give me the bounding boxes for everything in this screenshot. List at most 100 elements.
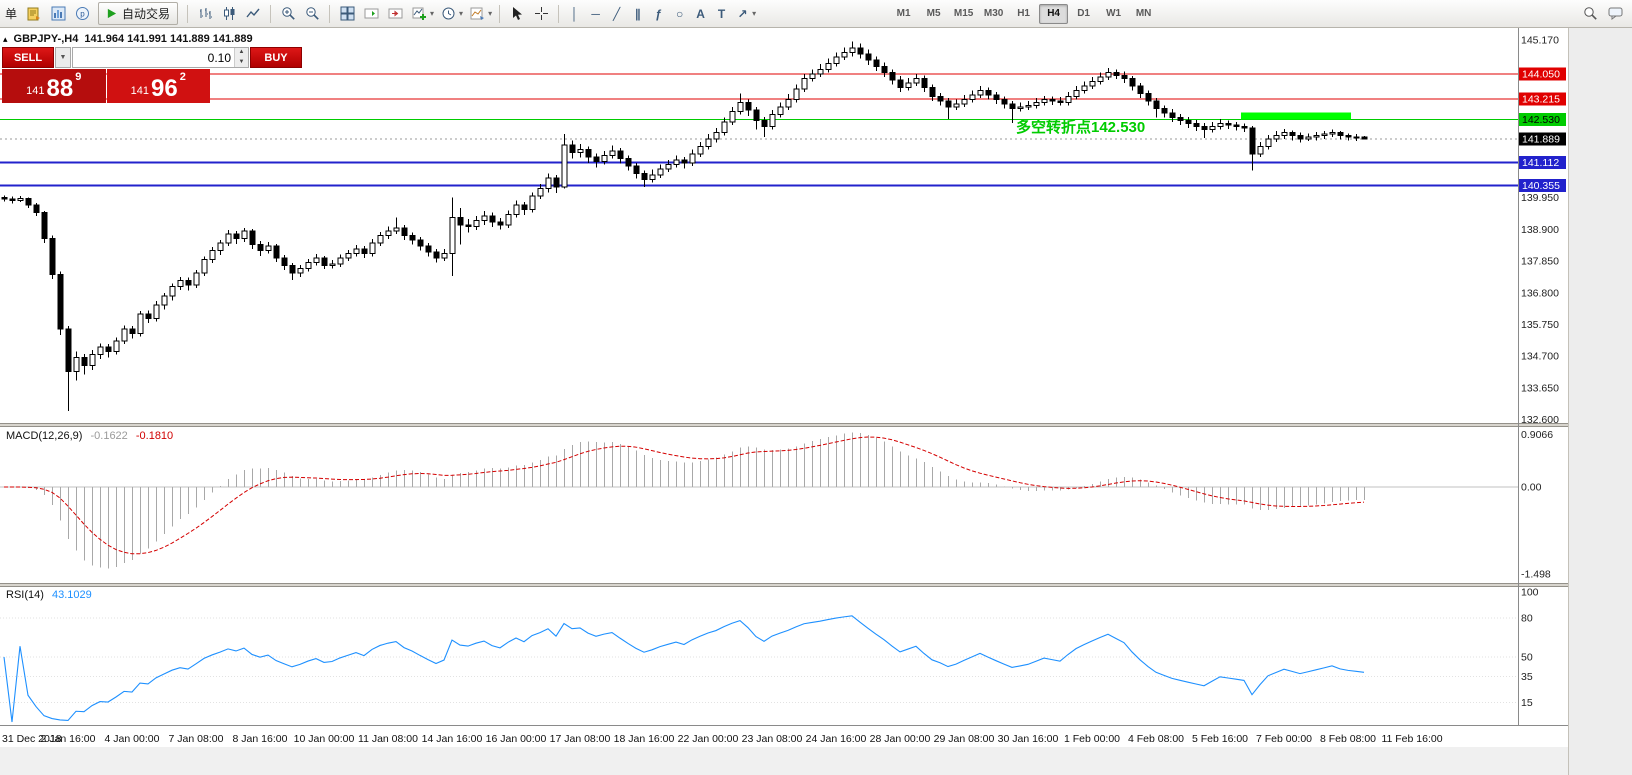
new-order-icon[interactable] (23, 3, 45, 25)
arrows-dropdown-caret[interactable]: ▾ (752, 9, 757, 18)
bar-chart-icon[interactable] (194, 3, 216, 25)
search-icon[interactable] (1579, 3, 1601, 25)
chat-icon[interactable] (1605, 3, 1627, 25)
rsi-axis-label: 50 (1521, 652, 1533, 664)
periods-icon[interactable] (437, 3, 459, 25)
templates-icon[interactable] (466, 3, 488, 25)
toolbar-separator (329, 4, 331, 23)
time-axis-label: 11 Feb 16:00 (1381, 733, 1442, 745)
periods-dropdown-caret[interactable]: ▾ (459, 9, 464, 18)
line-chart-icon[interactable] (242, 3, 264, 25)
candle (681, 159, 688, 164)
templates-dropdown-caret[interactable]: ▾ (488, 9, 493, 18)
vertical-line-tool-icon[interactable]: │ (570, 6, 579, 21)
autotrade-button[interactable]: 自动交易 (98, 2, 179, 25)
panel-separator[interactable] (0, 423, 1568, 427)
sell-price[interactable]: 141 88 9 (2, 69, 106, 103)
price-badge (1519, 156, 1566, 170)
play-icon (107, 8, 117, 19)
price-badge-label: 142.530 (1522, 114, 1560, 126)
candle (137, 313, 144, 335)
indicators-icon[interactable] (408, 3, 430, 25)
shapes-tool-icon[interactable]: ○ (675, 6, 684, 21)
candle (385, 230, 392, 236)
candle (425, 245, 432, 253)
macd-axis-label: -1.498 (1521, 568, 1551, 580)
timeframe-button-H1[interactable]: H1 (1017, 8, 1030, 19)
rsi-axis-label: 35 (1521, 671, 1533, 683)
zoom-out-icon[interactable] (301, 3, 323, 25)
buy-button[interactable]: BUY (250, 47, 302, 68)
time-axis-label: 11 Jan 08:00 (358, 733, 418, 745)
charts-icon[interactable] (47, 3, 69, 25)
horizontal-line-tool-icon[interactable]: ─ (591, 6, 600, 21)
timeframe-button-M15[interactable]: M15 (953, 8, 974, 19)
channel-tool-icon[interactable]: ∥ (634, 6, 641, 21)
sell-button[interactable]: SELL (2, 47, 54, 68)
buy-price-big: 96 (151, 75, 178, 102)
zoom-in-icon[interactable] (277, 3, 299, 25)
order-options-dropdown[interactable]: ▼ (55, 47, 71, 68)
indicators-dropdown-caret[interactable]: ▾ (430, 9, 435, 18)
candle (1001, 98, 1008, 105)
autotrade-label: 自动交易 (122, 7, 171, 21)
candle (65, 328, 72, 372)
candlestick-chart-icon[interactable] (218, 3, 240, 25)
clock-glyph (442, 7, 455, 20)
crosshair-icon[interactable] (530, 3, 552, 25)
candle (329, 263, 336, 267)
candle (337, 257, 344, 265)
candle (897, 79, 904, 88)
fibonacci-tool-icon[interactable]: ƒ (655, 6, 662, 21)
panel-separator[interactable] (0, 583, 1568, 587)
timeframe-button-D1[interactable]: D1 (1077, 8, 1090, 19)
candle (1025, 105, 1032, 108)
timeframe-button-W1[interactable]: W1 (1106, 8, 1122, 19)
candle (377, 234, 384, 244)
candle (1337, 132, 1344, 137)
lot-decrease-icon[interactable]: ▼ (235, 57, 248, 67)
search-glyph (1583, 7, 1597, 20)
candle (25, 198, 32, 206)
time-axis-label: 23 Jan 08:00 (742, 733, 803, 745)
lot-size-input[interactable] (73, 48, 234, 67)
text-tool-icon[interactable]: A (696, 6, 705, 21)
highlight-segment[interactable] (1241, 112, 1351, 120)
label-tool-icon[interactable]: T (717, 6, 726, 21)
chart-shift-icon[interactable] (384, 3, 406, 25)
timeframe-button-M1[interactable]: M1 (896, 8, 911, 19)
candle (1209, 126, 1216, 131)
price-badge (1519, 178, 1566, 192)
cursor-icon[interactable] (506, 3, 528, 25)
candle (1225, 123, 1232, 126)
price-badge (1519, 92, 1566, 106)
candle (433, 251, 440, 259)
chart-annotation-text[interactable]: 多空转折点142.530 (1016, 119, 1146, 136)
timeframe-button-H4[interactable]: H4 (1039, 3, 1069, 24)
trendline-tool-icon[interactable]: ╱ (612, 6, 621, 21)
chart-canvas[interactable]: 145.170 139.950 138.900 137.850 136.800 135.7… (0, 28, 1632, 775)
tile-windows-icon[interactable] (336, 3, 358, 25)
trade-panel-toggle-icon[interactable]: ▴ (3, 33, 8, 44)
timeframe-button-M30[interactable]: M30 (983, 8, 1004, 19)
time-axis-label: 4 Feb 08:00 (1128, 733, 1184, 745)
ohlc-values: 141.964 141.991 141.889 141.889 (84, 33, 253, 45)
candle (993, 94, 1000, 100)
candle (969, 94, 976, 100)
price-badge (1519, 132, 1566, 146)
profiles-icon[interactable]: p (71, 3, 93, 25)
price-scale[interactable] (1518, 28, 1568, 725)
price-axis-label: 134.700 (1521, 351, 1559, 363)
lot-increase-icon[interactable]: ▲ (235, 48, 248, 58)
time-scale[interactable] (0, 725, 1518, 747)
rsi-axis-label: 100 (1521, 587, 1539, 599)
auto-scroll-icon[interactable] (360, 3, 382, 25)
buy-price[interactable]: 141 96 2 (106, 69, 210, 103)
timeframe-button-M5[interactable]: M5 (926, 8, 941, 19)
timeframe-button-MN[interactable]: MN (1135, 8, 1152, 19)
menu-fragment[interactable]: 单 (5, 7, 18, 21)
candle (769, 114, 776, 128)
candle (785, 98, 792, 108)
candle (633, 165, 640, 174)
arrows-tool-icon[interactable]: ↗ (737, 6, 748, 21)
